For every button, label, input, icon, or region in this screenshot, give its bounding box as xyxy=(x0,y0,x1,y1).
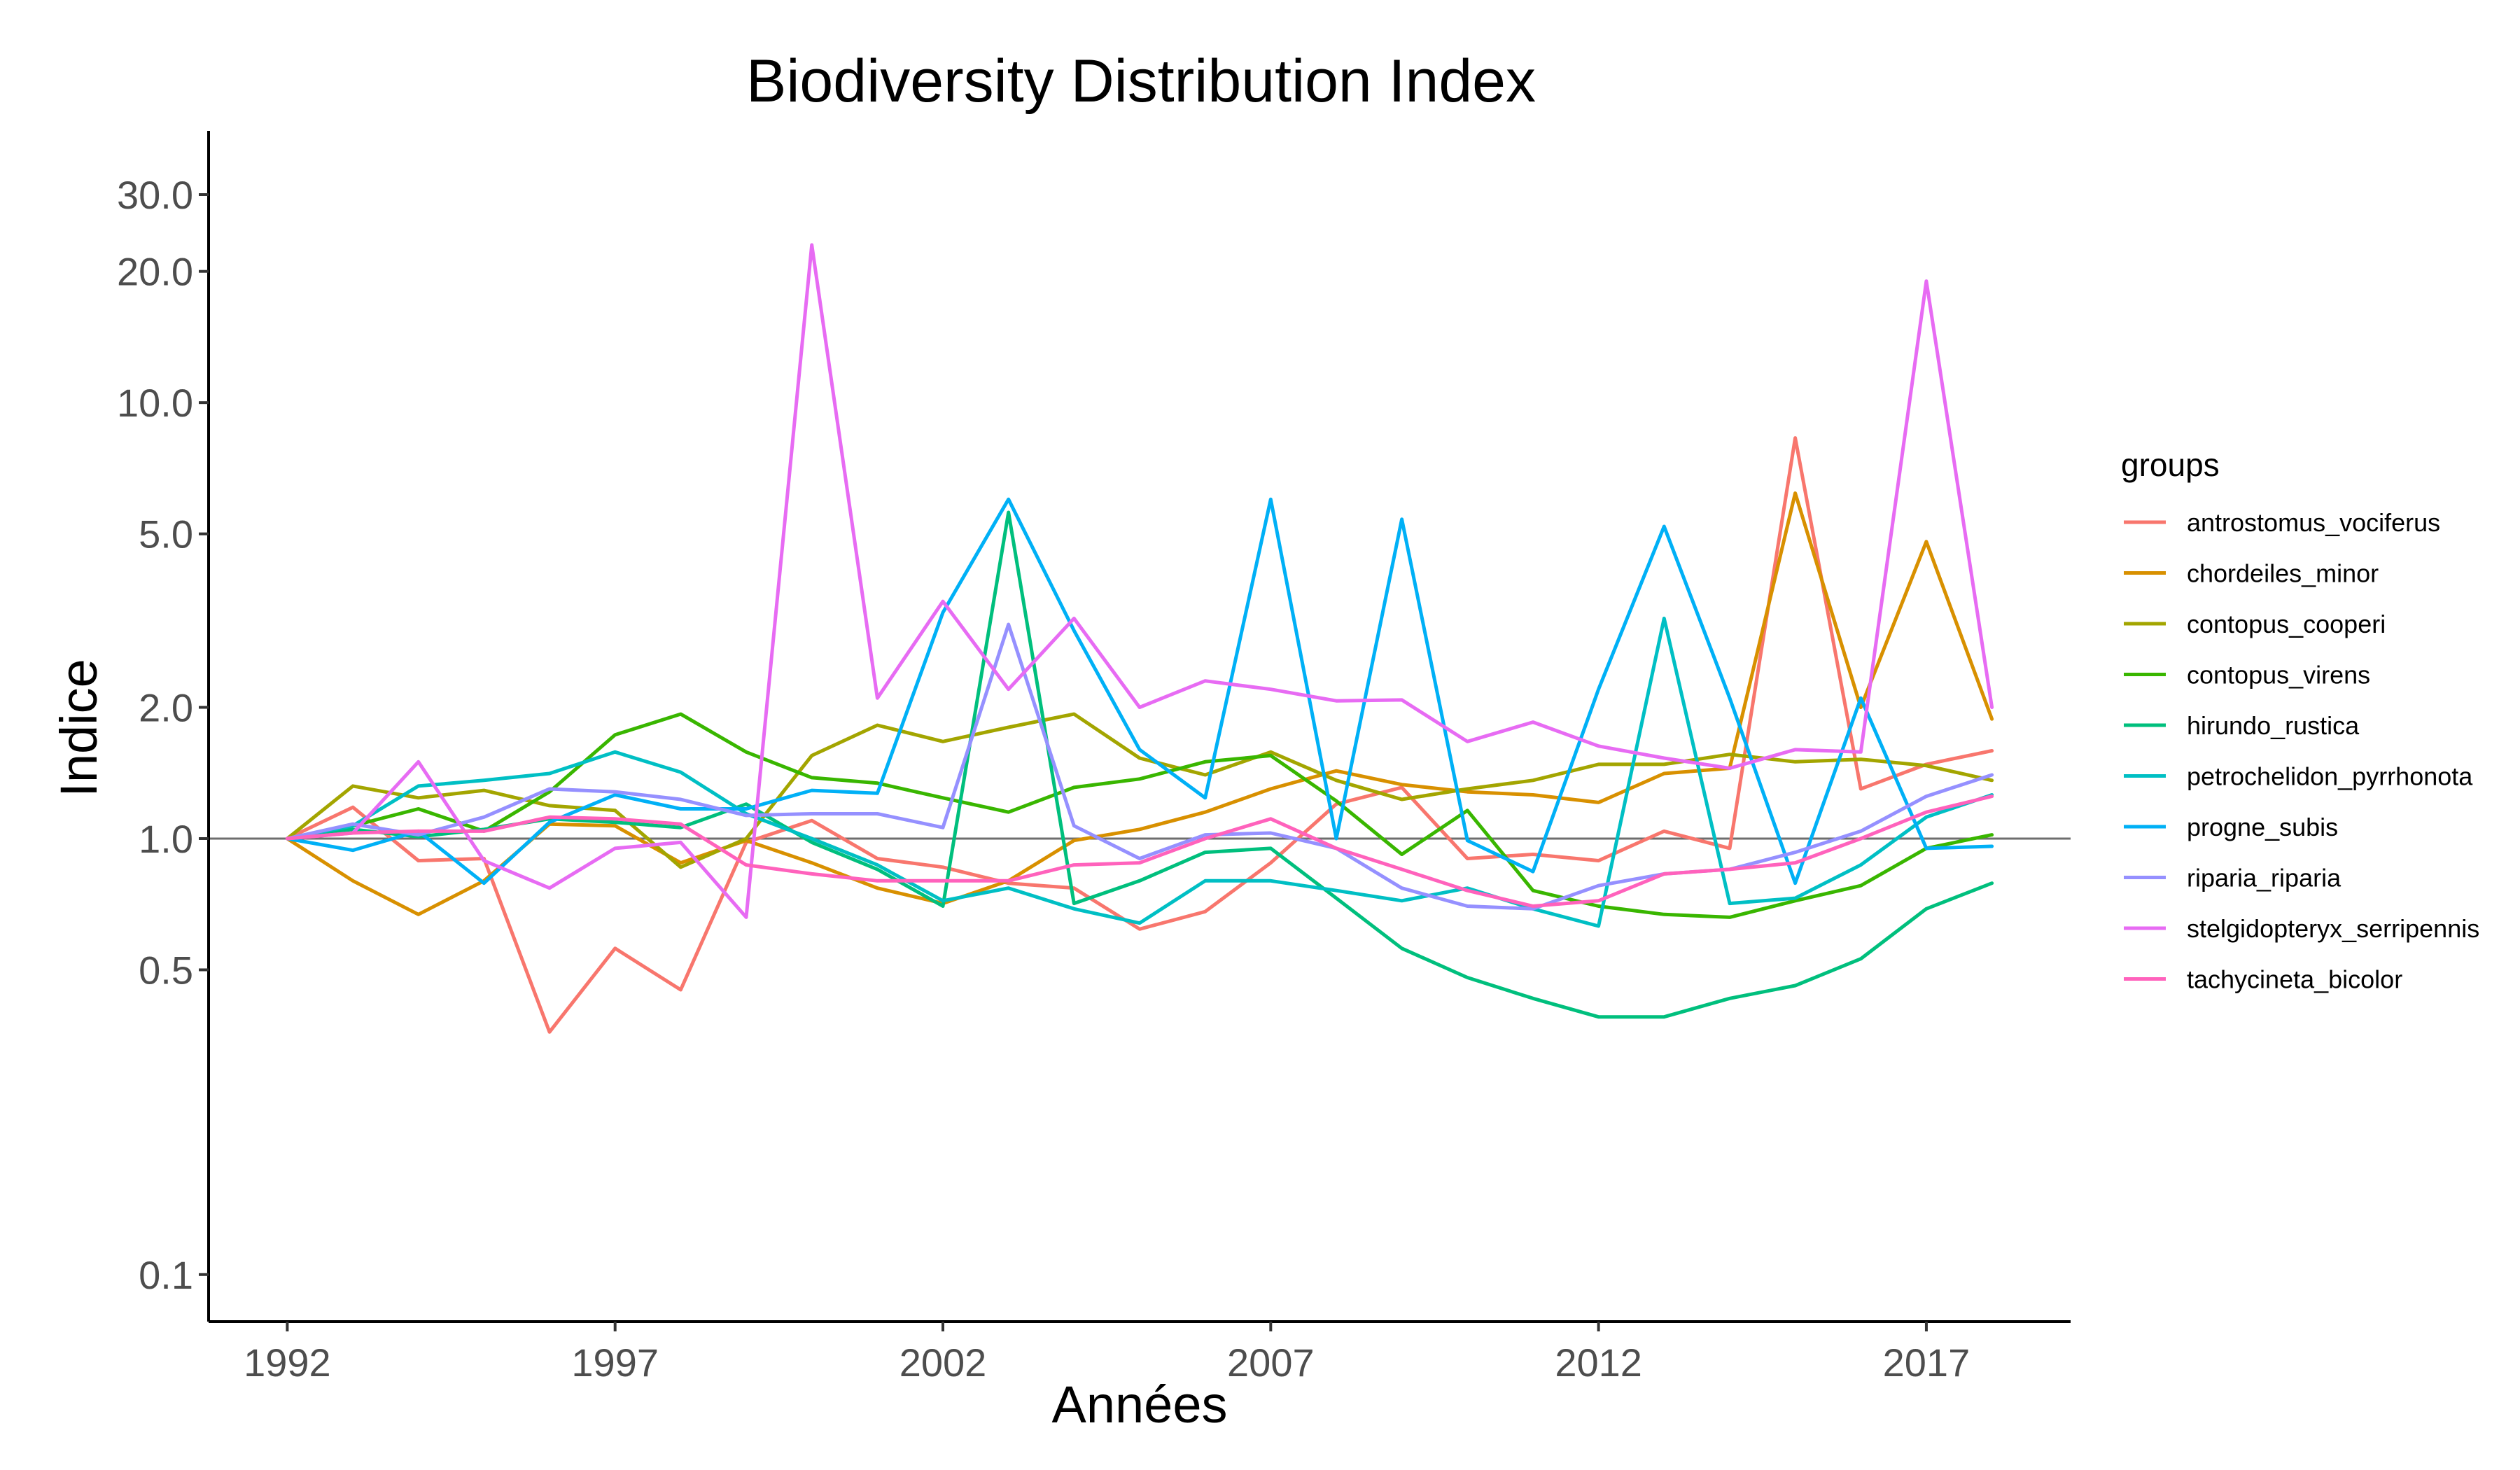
series-line-antrostomus-vociferus xyxy=(285,436,1994,1034)
y-axis-ticks: 0.1 0.5 1.0 2.0 5.0 10.0 20.0 30.0 xyxy=(117,173,209,1297)
legend-label: progne_subis xyxy=(2187,813,2338,841)
chart-title: Biodiversity Distribution Index xyxy=(746,48,1536,115)
series-line-chordeiles-minor xyxy=(285,491,1994,916)
x-tick-label: 1992 xyxy=(244,1340,331,1385)
y-tick-label: 20.0 xyxy=(117,250,193,294)
legend-label: antrostomus_vociferus xyxy=(2187,508,2440,537)
legend-label: contopus_virens xyxy=(2187,661,2370,690)
y-axis-title: Indice xyxy=(50,659,108,797)
y-tick-label: 0.1 xyxy=(139,1253,193,1297)
series-line-hirundo-rustica xyxy=(285,510,1994,1019)
plot-area xyxy=(209,243,2071,1034)
y-tick-label: 0.5 xyxy=(139,948,193,992)
legend-label: chordeiles_minor xyxy=(2187,559,2379,588)
y-tick-label: 30.0 xyxy=(117,173,193,217)
x-tick-label: 1997 xyxy=(571,1340,659,1385)
x-axis-ticks: 1992 1997 2002 2007 2012 2017 xyxy=(244,1322,1970,1385)
legend-label: petrochelidon_pyrrhonota xyxy=(2187,762,2473,791)
legend-label: stelgidopteryx_serripennis xyxy=(2187,914,2479,943)
legend-label: hirundo_rustica xyxy=(2187,711,2360,740)
x-tick-label: 2012 xyxy=(1555,1340,1642,1385)
y-tick-label: 1.0 xyxy=(139,817,193,861)
series-line-tachycineta-bicolor xyxy=(285,794,1994,908)
series-line-contopus-cooperi xyxy=(285,712,1994,869)
y-tick-label: 2.0 xyxy=(139,685,193,729)
x-tick-label: 2002 xyxy=(899,1340,987,1385)
legend: groups antrostomus_vociferus chordeiles_m… xyxy=(2121,447,2479,994)
series-line-petrochelidon-pyrrhonota xyxy=(285,616,1994,928)
y-tick-label: 5.0 xyxy=(139,512,193,556)
legend-label: tachycineta_bicolor xyxy=(2187,965,2402,994)
x-axis-title: Années xyxy=(1052,1376,1228,1434)
legend-label: riparia_riparia xyxy=(2187,864,2342,892)
series-line-contopus-virens xyxy=(285,712,1994,919)
x-tick-label: 2007 xyxy=(1227,1340,1315,1385)
x-tick-label: 2017 xyxy=(1883,1340,1970,1385)
legend-title: groups xyxy=(2121,447,2220,483)
y-tick-label: 10.0 xyxy=(117,381,193,425)
legend-label: contopus_cooperi xyxy=(2187,610,2386,638)
series-line-stelgidopteryx-serripennis xyxy=(285,243,1994,919)
series-line-progne-subis xyxy=(285,497,1994,886)
